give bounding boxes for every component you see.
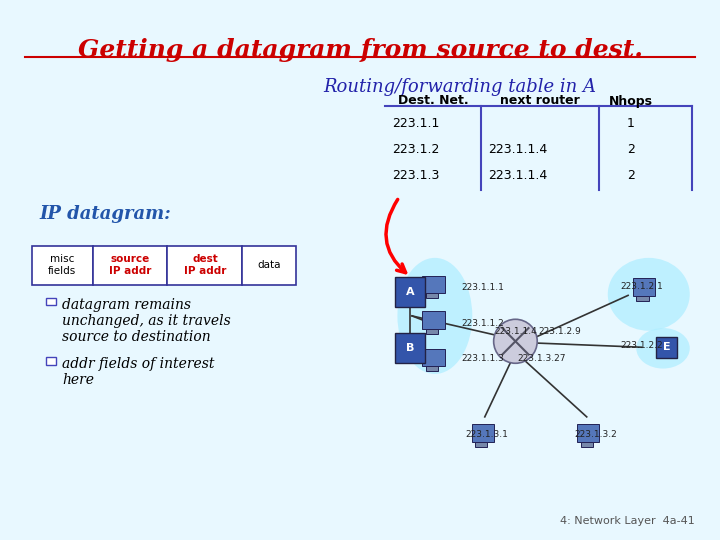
Ellipse shape [636, 328, 690, 368]
Bar [243, 246, 296, 285]
Bar [168, 246, 243, 285]
Bar [472, 424, 494, 442]
Text: 223.1.1: 223.1.1 [392, 117, 439, 130]
Bar [46, 298, 55, 305]
Bar [395, 276, 425, 307]
Bar [32, 246, 93, 285]
Text: 223.1.3.27: 223.1.3.27 [517, 354, 565, 362]
Bar [633, 278, 655, 296]
Text: 223.1.1.2: 223.1.1.2 [462, 319, 504, 328]
Ellipse shape [608, 258, 690, 330]
Ellipse shape [397, 258, 472, 374]
Bar [423, 348, 444, 366]
Text: E: E [663, 342, 670, 352]
Bar [577, 424, 599, 442]
Bar [426, 329, 438, 334]
Text: 223.1.1.4: 223.1.1.4 [494, 327, 537, 335]
Text: Nhops: Nhops [609, 94, 653, 107]
Text: addr fields of interest
here: addr fields of interest here [62, 357, 215, 387]
Text: 223.1.2: 223.1.2 [392, 143, 439, 156]
Text: 223.1.3.1: 223.1.3.1 [466, 430, 508, 439]
Text: Getting a datagram from source to dest.: Getting a datagram from source to dest. [78, 38, 642, 62]
Bar [581, 442, 593, 447]
Text: next router: next router [500, 94, 580, 107]
Circle shape [494, 319, 537, 363]
Text: source
IP addr: source IP addr [109, 254, 151, 276]
Text: 223.1.1.4: 223.1.1.4 [488, 143, 548, 156]
Text: data: data [257, 260, 281, 270]
Text: datagram remains
unchanged, as it travels
source to destination: datagram remains unchanged, as it travel… [62, 298, 230, 344]
Bar [636, 296, 649, 301]
Bar [656, 337, 677, 357]
Text: 223.1.1.3: 223.1.1.3 [462, 354, 504, 363]
Text: 2: 2 [627, 169, 635, 182]
Bar [395, 333, 425, 363]
Text: 223.1.3: 223.1.3 [392, 169, 439, 182]
Bar [475, 442, 487, 447]
Bar [93, 246, 168, 285]
FancyArrowPatch shape [386, 199, 405, 273]
Text: 4: Network Layer  4a-41: 4: Network Layer 4a-41 [560, 516, 695, 526]
Text: 223.1.1.1: 223.1.1.1 [462, 283, 504, 292]
Text: 2: 2 [627, 143, 635, 156]
Bar [423, 311, 444, 329]
Text: Dest. Net.: Dest. Net. [397, 94, 469, 107]
Text: 223.1.2.1: 223.1.2.1 [620, 282, 663, 291]
Bar [423, 275, 444, 293]
Text: 1: 1 [627, 117, 635, 130]
Text: 223.1.1.4: 223.1.1.4 [488, 169, 548, 182]
Bar [426, 293, 438, 298]
Text: misc
fields: misc fields [48, 254, 76, 276]
Text: 223.1.2.2: 223.1.2.2 [620, 341, 663, 350]
Text: 223.1.2.9: 223.1.2.9 [539, 327, 581, 335]
Bar [46, 357, 55, 364]
Text: Routing/forwarding table in A: Routing/forwarding table in A [323, 78, 596, 96]
Bar [426, 366, 438, 371]
Text: IP datagram:: IP datagram: [39, 205, 171, 223]
Text: B: B [406, 343, 414, 353]
Text: dest
IP addr: dest IP addr [184, 254, 226, 276]
Text: 223.1.3.2: 223.1.3.2 [574, 430, 616, 439]
Text: A: A [405, 287, 414, 296]
